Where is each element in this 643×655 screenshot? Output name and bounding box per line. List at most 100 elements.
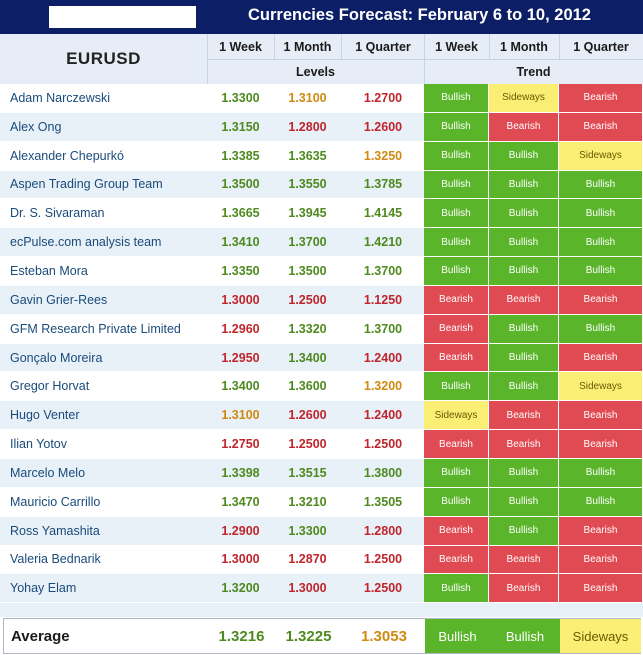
table-row: Gonçalo Moreira 1.2950 1.3400 1.2400 Bearish… [0,343,643,373]
level-1-week: 1.3410 [221,235,260,250]
trend-1-week: Bearish [424,285,489,314]
analyst-name: Esteban Mora [10,263,88,278]
level-1-quarter: 1.4145 [363,206,403,221]
analyst-name: Gavin Grier-Rees [10,292,108,307]
level-1-month: 1.2800 [288,119,327,134]
level-1-quarter: 1.2400 [363,408,403,423]
level-1-month: 1.3700 [288,235,327,250]
trend-1-month: Bullish [489,257,559,285]
level-1-quarter: 1.3250 [363,148,403,163]
level-1-week: 1.2750 [221,437,260,452]
table-row: Hugo Venter 1.3100 1.2600 1.2400 Sideways Bea… [0,401,643,431]
page-title: Currencies Forecast: February 6 to 10, 2… [248,6,591,24]
level-1-month: 1.3100 [288,90,327,105]
col-trend-1-quarter: 1 Quarter [573,39,629,54]
trend-1-month: Bullish [489,372,559,401]
trend-1-month: Bearish [489,112,559,141]
level-1-week: 1.3500 [221,177,260,192]
trend-1-week: Bullish [424,487,489,516]
table-row: GFM Research Private Limited 1.2960 1.3320… [0,314,643,344]
level-1-week: 1.2900 [221,523,260,538]
trend-1-week: Bullish [424,170,489,199]
table-spacer [0,603,643,617]
trend-1-quarter: Bearish [559,84,643,112]
table-row: Aspen Trading Group Team 1.3500 1.3550 1.37… [0,170,643,200]
level-1-quarter: 1.2600 [363,119,403,134]
trend-1-month: Bullish [489,199,559,228]
level-1-month: 1.3635 [288,148,327,163]
analyst-name: Gonçalo Moreira [10,350,103,365]
level-1-quarter: 1.2800 [363,523,403,538]
level-1-quarter: 1.2400 [363,350,403,365]
average-level-1-week: 1.3216 [218,627,265,645]
trend-1-quarter: Bullish [559,228,643,257]
average-label: Average [11,627,70,645]
trend-1-quarter: Sideways [559,141,643,170]
average-trend-1-quarter: Sideways [560,619,641,653]
level-1-quarter: 1.2500 [363,552,403,567]
table-row: Gregor Horvat 1.3400 1.3600 1.3200 Bullish Bu… [0,372,643,402]
trend-1-month: Bullish [489,170,559,199]
col-trend-1-month: 1 Month [500,39,548,54]
table-row: Ross Yamashita 1.2900 1.3300 1.2800 Bearish B… [0,516,643,546]
level-1-quarter: 1.1250 [363,292,403,307]
trend-1-quarter: Bearish [559,545,643,574]
analyst-name: Mauricio Carrillo [10,494,101,509]
level-1-month: 1.2500 [288,292,327,307]
level-1-quarter: 1.4210 [363,235,403,250]
average-level-1-quarter: 1.3053 [361,627,407,645]
level-1-month: 1.3945 [288,206,327,221]
trend-1-month: Bullish [489,487,559,516]
col-levels-1-month: 1 Month [283,39,332,54]
analyst-name: Gregor Horvat [10,379,90,394]
level-1-week: 1.3385 [221,148,260,163]
trend-1-month: Bullish [489,343,559,372]
level-1-quarter: 1.3200 [363,379,403,394]
level-1-week: 1.2960 [221,321,260,336]
trend-1-week: Bullish [424,372,489,401]
analyst-name: Adam Narczewski [10,90,111,105]
trend-1-week: Bearish [424,314,489,343]
trend-1-quarter: Bearish [559,430,643,458]
group-levels: Levels [296,64,335,79]
level-1-month: 1.3550 [288,177,327,192]
level-1-quarter: 1.2500 [363,437,403,452]
table-row: Dr. S. Sivaraman 1.3665 1.3945 1.4145 Bullis… [0,199,643,229]
analyst-name: Valeria Bednarik [10,552,101,567]
trend-1-week: Sideways [424,401,489,430]
trend-1-week: Bearish [424,545,489,574]
analyst-name: Alex Ong [10,119,62,134]
analyst-name: Alexander Chepurkó [10,148,124,163]
analyst-name: Hugo Venter [10,408,80,423]
table-row: Mauricio Carrillo 1.3470 1.3210 1.3505 Bulli… [0,487,643,517]
average-level-1-month: 1.3225 [285,627,332,645]
trend-1-quarter: Bullish [559,487,643,516]
trend-1-week: Bullish [424,458,489,487]
level-1-quarter: 1.3700 [363,263,403,278]
trend-1-month: Bullish [489,314,559,343]
analyst-name: Dr. S. Sivaraman [10,206,105,221]
analyst-name: GFM Research Private Limited [10,321,181,336]
table-header: EURUSD 1 Week 1 Month 1 Quarter 1 Week 1… [0,34,643,84]
trend-1-month: Bearish [489,430,559,458]
level-1-week: 1.3300 [221,90,260,105]
level-1-month: 1.3300 [288,523,327,538]
trend-1-week: Bullish [424,112,489,141]
level-1-month: 1.3320 [288,321,327,336]
level-1-quarter: 1.3800 [363,465,403,480]
average-trend-1-month: Bullish [490,619,560,653]
level-1-week: 1.3470 [221,494,260,509]
table-row: Esteban Mora 1.3350 1.3500 1.3700 Bullish Bul… [0,257,643,286]
trend-1-quarter: Bullish [559,170,643,199]
table-row: ecPulse.com analysis team 1.3410 1.3700 1.4… [0,228,643,258]
level-1-month: 1.3600 [288,379,327,394]
level-1-week: 1.3000 [221,552,260,567]
level-1-month: 1.2600 [288,408,327,423]
table-row: Alexander Chepurkó 1.3385 1.3635 1.3250 Bull… [0,141,643,171]
table-row: Marcelo Melo 1.3398 1.3515 1.3800 Bullish Bul… [0,458,643,488]
table-row: Ilian Yotov 1.2750 1.2500 1.2500 Bearish Bear… [0,430,643,459]
trend-1-week: Bullish [424,257,489,285]
level-1-month: 1.2500 [288,437,327,452]
trend-1-quarter: Bearish [559,112,643,141]
level-1-quarter: 1.2700 [363,90,403,105]
